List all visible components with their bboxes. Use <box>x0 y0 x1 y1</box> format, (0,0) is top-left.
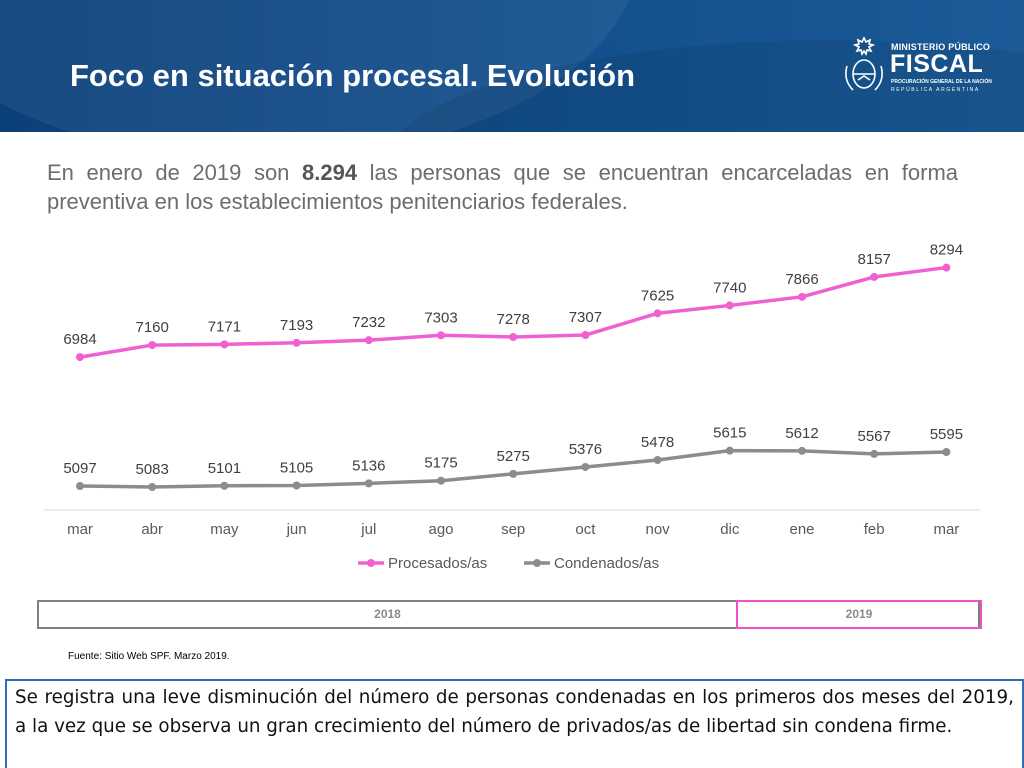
x-tick-label: jul <box>360 521 376 538</box>
data-point <box>653 456 662 465</box>
legend-label: Procesados/as <box>388 555 487 572</box>
data-label: 5101 <box>208 460 241 477</box>
data-label: 7625 <box>641 287 674 304</box>
data-point <box>725 301 734 310</box>
line-chart: mar abr may jun jul ago sep oct nov dic ene feb mar 6… <box>44 242 980 572</box>
data-label: 5136 <box>352 457 385 474</box>
x-tick-label: mar <box>933 521 959 538</box>
x-tick-label: mar <box>67 521 93 538</box>
data-point <box>581 462 590 471</box>
data-label: 7171 <box>208 318 241 335</box>
data-label: 5175 <box>424 455 457 472</box>
source-note: Fuente: Sitio Web SPF. Marzo 2019. <box>68 651 230 662</box>
x-tick-label: jun <box>286 521 307 538</box>
data-label: 5083 <box>136 461 169 478</box>
legend-label: Condenados/as <box>554 555 659 572</box>
data-point <box>220 481 229 490</box>
data-point <box>509 469 518 478</box>
data-point <box>292 481 301 490</box>
data-label: 7866 <box>785 271 818 288</box>
data-label: 5567 <box>858 428 891 445</box>
data-point <box>364 479 373 488</box>
x-tick-label: ene <box>789 521 814 538</box>
data-label: 5376 <box>569 441 602 458</box>
data-point <box>437 476 445 485</box>
data-point <box>653 309 662 318</box>
data-label: 5595 <box>930 426 963 443</box>
data-point <box>148 482 157 491</box>
coat-of-arms-icon <box>845 36 883 91</box>
x-tick-label: feb <box>864 521 885 538</box>
data-point <box>220 340 229 349</box>
data-label: 5615 <box>713 425 746 442</box>
logo-text-ministerio: MINISTERIO PÚBLICO <box>891 42 991 52</box>
data-label: 7278 <box>497 311 530 328</box>
data-point <box>437 331 445 340</box>
year-bracket: 2018 2019 <box>37 600 982 629</box>
data-label: 5097 <box>63 460 96 477</box>
data-point <box>76 482 84 491</box>
intro-text-after: las personas que se encuentran encarcela… <box>47 160 959 214</box>
data-label: 5478 <box>641 434 674 451</box>
data-point <box>942 263 951 272</box>
x-tick-label: sep <box>501 521 525 538</box>
year-label-2018: 2018 <box>374 607 401 621</box>
intro-paragraph: En enero de 2019 son 8.294 las personas … <box>47 158 958 216</box>
data-point <box>581 331 590 340</box>
ministerio-logo: MINISTERIO PÚBLICO FISCAL PROCURACIÓN GE… <box>842 36 992 98</box>
logo-text-fiscal: FISCAL <box>890 50 984 78</box>
data-point <box>798 446 806 455</box>
data-label: 5275 <box>497 448 530 465</box>
page-title: Foco en situación procesal. Evolución <box>70 58 636 93</box>
data-label: 5612 <box>785 425 818 442</box>
year-label-2019: 2019 <box>736 600 982 629</box>
data-point <box>364 336 373 345</box>
logo-text-procuracion: PROCURACIÓN GENERAL DE LA NACIÓN <box>891 79 992 85</box>
data-point <box>798 292 806 301</box>
data-label: 8294 <box>930 242 963 259</box>
data-point <box>725 446 734 455</box>
data-point <box>148 341 157 350</box>
conclusion-box: Se registra una leve disminución del núm… <box>5 679 1024 768</box>
data-label: 7193 <box>280 317 313 334</box>
data-point <box>942 448 951 457</box>
intro-highlight-number: 8.294 <box>302 160 358 185</box>
data-point <box>870 272 879 281</box>
x-tick-label: ago <box>428 521 453 538</box>
data-label: 7303 <box>424 309 457 326</box>
data-point <box>870 449 879 458</box>
data-point <box>76 353 84 362</box>
data-label: 5105 <box>280 459 313 476</box>
data-label: 8157 <box>858 251 891 268</box>
data-point <box>509 333 518 342</box>
data-label: 7740 <box>713 279 746 296</box>
legend-swatch-marker <box>533 559 541 567</box>
x-tick-label: may <box>210 521 239 538</box>
x-tick-label: dic <box>720 521 740 538</box>
header-banner: Foco en situación procesal. Evolución MI… <box>0 0 1024 132</box>
data-point <box>292 338 301 347</box>
legend-swatch-marker <box>367 559 375 567</box>
data-label: 7232 <box>352 314 385 331</box>
x-tick-label: nov <box>646 521 671 538</box>
data-label: 7307 <box>569 309 602 326</box>
x-tick-label: abr <box>141 521 163 538</box>
intro-text-before: En enero de 2019 son <box>47 160 303 185</box>
data-label: 7160 <box>136 319 169 336</box>
logo-text-republica: REPÚBLICA ARGENTINA <box>891 87 980 93</box>
data-label: 6984 <box>63 331 96 348</box>
x-tick-label: oct <box>575 521 596 538</box>
